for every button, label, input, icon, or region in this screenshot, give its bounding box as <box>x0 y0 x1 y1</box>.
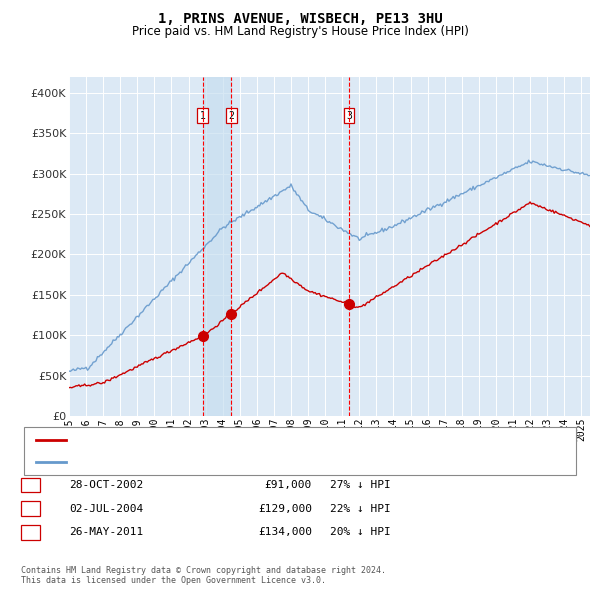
Text: HPI: Average price, detached house, Fenland: HPI: Average price, detached house, Fenl… <box>72 457 341 467</box>
Text: 02-JUL-2004: 02-JUL-2004 <box>69 504 143 513</box>
Text: Contains HM Land Registry data © Crown copyright and database right 2024.: Contains HM Land Registry data © Crown c… <box>21 566 386 575</box>
Text: 1, PRINS AVENUE, WISBECH, PE13 3HU (detached house): 1, PRINS AVENUE, WISBECH, PE13 3HU (deta… <box>72 435 391 445</box>
Text: £129,000: £129,000 <box>258 504 312 513</box>
Text: 3: 3 <box>27 527 34 537</box>
Text: £134,000: £134,000 <box>258 527 312 537</box>
Text: £91,000: £91,000 <box>265 480 312 490</box>
Text: 27% ↓ HPI: 27% ↓ HPI <box>330 480 391 490</box>
Text: 1, PRINS AVENUE, WISBECH, PE13 3HU: 1, PRINS AVENUE, WISBECH, PE13 3HU <box>158 12 442 26</box>
Text: 22% ↓ HPI: 22% ↓ HPI <box>330 504 391 513</box>
Text: 2: 2 <box>228 111 234 121</box>
Text: 1: 1 <box>27 480 34 490</box>
Text: 20% ↓ HPI: 20% ↓ HPI <box>330 527 391 537</box>
Text: 3: 3 <box>346 111 352 121</box>
Text: Price paid vs. HM Land Registry's House Price Index (HPI): Price paid vs. HM Land Registry's House … <box>131 25 469 38</box>
Bar <box>203 77 231 416</box>
Text: This data is licensed under the Open Government Licence v3.0.: This data is licensed under the Open Gov… <box>21 576 326 585</box>
Text: 28-OCT-2002: 28-OCT-2002 <box>69 480 143 490</box>
Text: 2: 2 <box>27 504 34 513</box>
Text: 26-MAY-2011: 26-MAY-2011 <box>69 527 143 537</box>
Text: 1: 1 <box>200 111 205 121</box>
